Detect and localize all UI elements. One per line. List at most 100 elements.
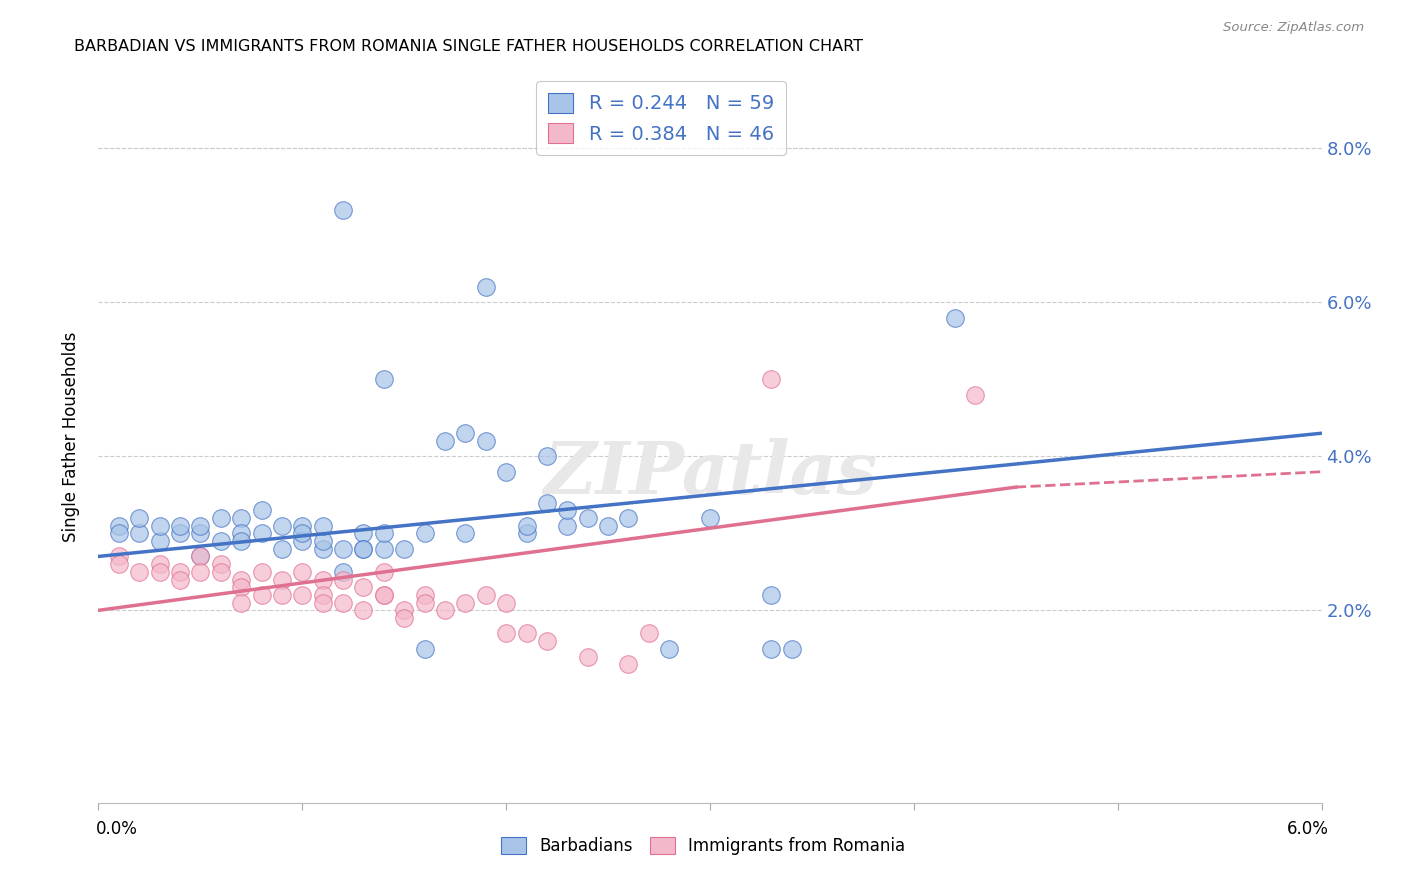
- Point: [149, 557, 172, 571]
- Point: [270, 541, 292, 556]
- Point: [495, 596, 517, 610]
- Point: [352, 526, 374, 541]
- Point: [474, 434, 498, 448]
- Point: [433, 434, 456, 448]
- Point: [943, 310, 966, 325]
- Point: [169, 518, 191, 533]
- Point: [291, 518, 314, 533]
- Point: [169, 573, 191, 587]
- Point: [433, 603, 456, 617]
- Text: BARBADIAN VS IMMIGRANTS FROM ROMANIA SINGLE FATHER HOUSEHOLDS CORRELATION CHART: BARBADIAN VS IMMIGRANTS FROM ROMANIA SIN…: [75, 38, 863, 54]
- Point: [536, 450, 558, 464]
- Point: [373, 588, 395, 602]
- Point: [413, 526, 436, 541]
- Point: [536, 634, 558, 648]
- Point: [250, 588, 273, 602]
- Point: [373, 541, 395, 556]
- Point: [108, 518, 131, 533]
- Point: [311, 541, 335, 556]
- Point: [373, 588, 395, 602]
- Point: [291, 588, 314, 602]
- Point: [637, 626, 661, 640]
- Point: [963, 388, 986, 402]
- Point: [658, 641, 681, 656]
- Point: [188, 518, 212, 533]
- Point: [516, 518, 538, 533]
- Point: [128, 511, 150, 525]
- Point: [311, 573, 335, 587]
- Point: [413, 641, 436, 656]
- Point: [555, 518, 579, 533]
- Point: [392, 611, 416, 625]
- Point: [454, 426, 477, 441]
- Point: [311, 534, 335, 549]
- Point: [761, 641, 783, 656]
- Point: [332, 541, 354, 556]
- Point: [231, 526, 253, 541]
- Point: [332, 596, 354, 610]
- Point: [250, 526, 273, 541]
- Text: ZIPatlas: ZIPatlas: [543, 438, 877, 509]
- Legend: Barbadians, Immigrants from Romania: Barbadians, Immigrants from Romania: [495, 830, 911, 862]
- Point: [149, 534, 172, 549]
- Point: [209, 511, 232, 525]
- Point: [188, 549, 212, 564]
- Point: [108, 549, 131, 564]
- Point: [188, 526, 212, 541]
- Point: [373, 526, 395, 541]
- Point: [270, 588, 292, 602]
- Legend: R = 0.244   N = 59, R = 0.384   N = 46: R = 0.244 N = 59, R = 0.384 N = 46: [537, 81, 786, 155]
- Point: [454, 596, 477, 610]
- Point: [311, 518, 335, 533]
- Point: [536, 495, 558, 509]
- Point: [761, 372, 783, 386]
- Point: [332, 565, 354, 579]
- Point: [495, 465, 517, 479]
- Point: [413, 588, 436, 602]
- Point: [474, 588, 498, 602]
- Point: [516, 626, 538, 640]
- Point: [188, 549, 212, 564]
- Point: [576, 649, 599, 664]
- Point: [373, 372, 395, 386]
- Point: [332, 202, 354, 217]
- Point: [231, 596, 253, 610]
- Point: [250, 503, 273, 517]
- Point: [617, 511, 640, 525]
- Point: [392, 603, 416, 617]
- Point: [188, 565, 212, 579]
- Point: [598, 518, 620, 533]
- Text: 6.0%: 6.0%: [1286, 820, 1329, 838]
- Point: [516, 526, 538, 541]
- Point: [699, 511, 721, 525]
- Point: [231, 573, 253, 587]
- Point: [413, 596, 436, 610]
- Point: [250, 565, 273, 579]
- Point: [270, 518, 292, 533]
- Text: 0.0%: 0.0%: [96, 820, 138, 838]
- Point: [291, 565, 314, 579]
- Point: [474, 280, 498, 294]
- Point: [149, 565, 172, 579]
- Point: [555, 503, 579, 517]
- Point: [108, 557, 131, 571]
- Point: [291, 534, 314, 549]
- Point: [454, 526, 477, 541]
- Point: [149, 518, 172, 533]
- Point: [352, 603, 374, 617]
- Point: [128, 526, 150, 541]
- Point: [108, 526, 131, 541]
- Point: [231, 534, 253, 549]
- Text: Source: ZipAtlas.com: Source: ZipAtlas.com: [1223, 21, 1364, 34]
- Point: [780, 641, 803, 656]
- Point: [617, 657, 640, 672]
- Point: [209, 534, 232, 549]
- Point: [169, 565, 191, 579]
- Point: [311, 596, 335, 610]
- Y-axis label: Single Father Households: Single Father Households: [62, 332, 80, 542]
- Point: [373, 565, 395, 579]
- Point: [209, 565, 232, 579]
- Point: [392, 541, 416, 556]
- Point: [352, 580, 374, 594]
- Point: [311, 588, 335, 602]
